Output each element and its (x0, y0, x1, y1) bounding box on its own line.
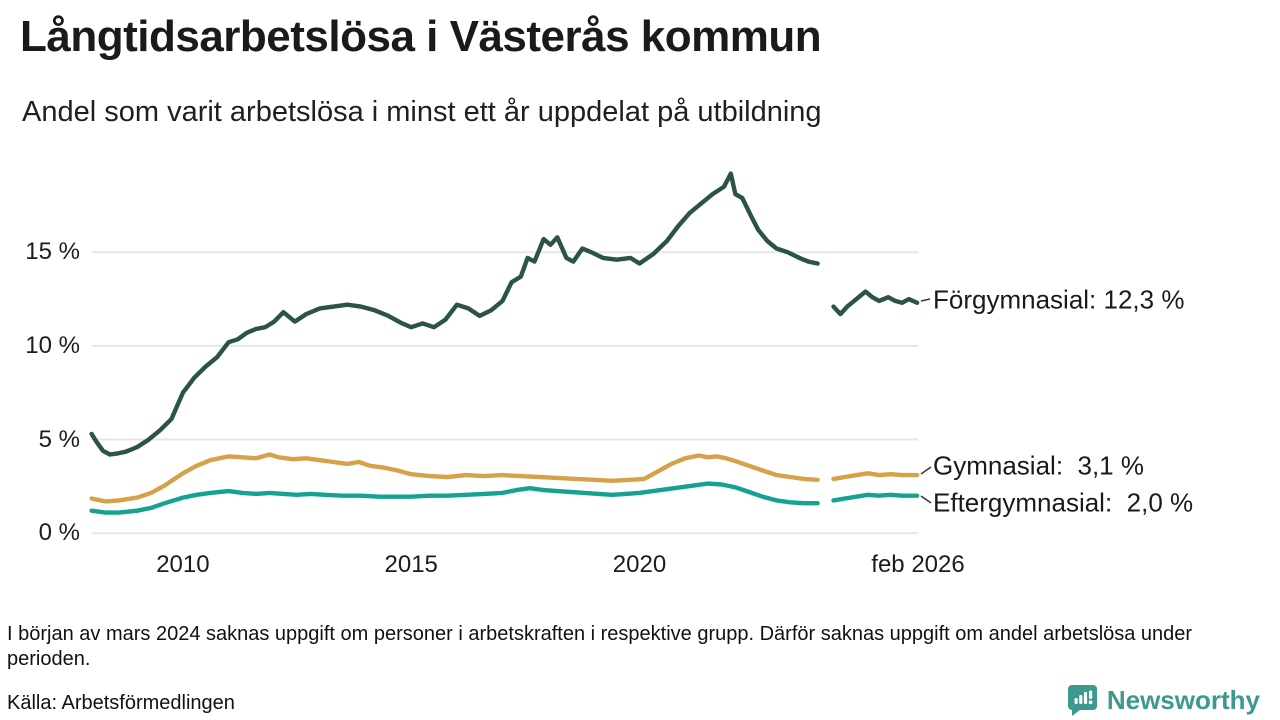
y-axis-tick: 15 % (25, 238, 80, 266)
series-label-gymnasial: Gymnasial: 3,1 % (933, 450, 1144, 481)
x-axis-tick: 2020 (612, 551, 667, 578)
page-title: Långtidsarbetslösa i Västerås kommun (20, 12, 822, 61)
series-line-gymnasial (831, 471, 920, 482)
gridlines (91, 251, 918, 535)
newsworthy-logo-text: Newsworthy (1106, 685, 1260, 715)
legend-connector (920, 495, 932, 504)
y-axis-tick: 5 % (38, 425, 80, 453)
legend-connectors (920, 298, 932, 504)
x-axis-tick: 2015 (384, 551, 438, 578)
page-subtitle: Andel som varit arbetslösa i minst ett å… (22, 96, 822, 128)
source-line: Källa: Arbetsförmedlingen (7, 692, 235, 714)
legend-connector (920, 298, 931, 302)
series-label-forgymnasial: Förgymnasial: 12,3 % (933, 284, 1185, 315)
y-axis-tick: 10 % (25, 331, 80, 359)
series-label-eftergymnasial: Eftergymnasial: 2,0 % (933, 487, 1194, 518)
newsworthy-logo: Newsworthy (1067, 684, 1260, 717)
data-lines (89, 171, 920, 515)
series-line-förgymnasial (831, 289, 920, 317)
y-axis-tick: 0 % (38, 519, 80, 547)
footnote: I början av mars 2024 saknas uppgift om … (7, 623, 1193, 670)
legend-connector (920, 466, 932, 475)
series-line-eftergymnasial (831, 492, 920, 503)
x-axis-tick: feb 2026 (871, 551, 965, 578)
newsworthy-bubble-chart-icon (1067, 684, 1098, 717)
series-line-gymnasial (89, 452, 820, 504)
series-line-förgymnasial (89, 171, 820, 457)
x-axis-tick: 2010 (156, 551, 210, 578)
series-line-eftergymnasial (89, 481, 820, 515)
